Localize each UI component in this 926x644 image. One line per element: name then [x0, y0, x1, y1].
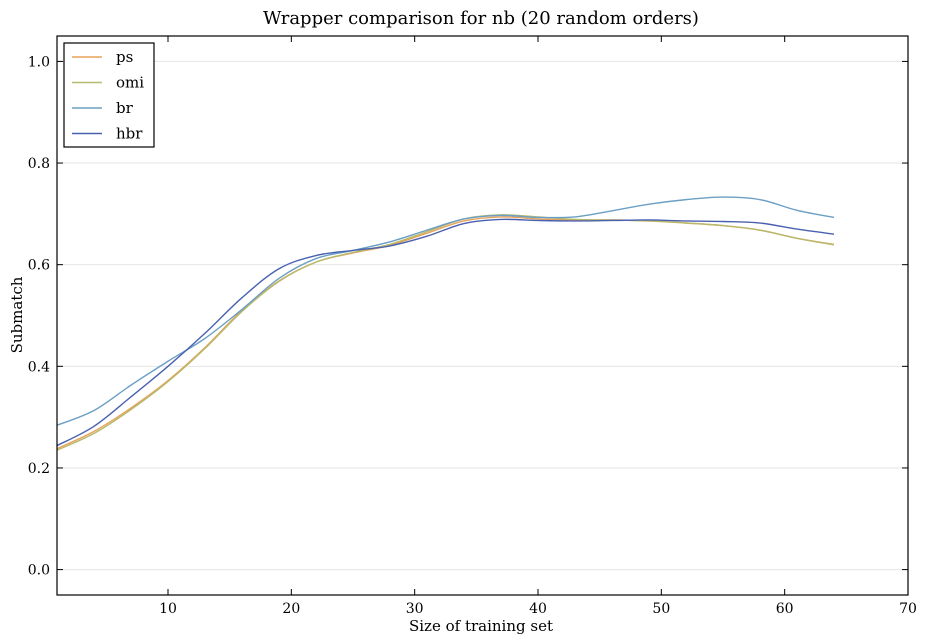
legend-label-ps: ps: [116, 48, 133, 66]
legend: ps omi br hbr: [63, 42, 155, 148]
x-tick-label: 60: [776, 601, 794, 617]
legend-box: [63, 42, 155, 148]
x-tick-label: 10: [159, 601, 177, 617]
x-axis-title: Size of training set: [409, 617, 553, 635]
x-tick-label: 70: [899, 601, 917, 617]
y-tick-label: 0.0: [28, 563, 50, 579]
y-tick-label: 0.6: [28, 258, 50, 274]
x-tick-label: 40: [529, 601, 547, 617]
chart-title: Wrapper comparison for nb (20 random ord…: [263, 8, 699, 29]
y-tick-label: 0.8: [28, 156, 50, 172]
legend-label-br: br: [116, 99, 134, 117]
series-layer: [56, 196, 835, 451]
grid: [57, 60, 908, 571]
x-tick-label: 20: [282, 601, 300, 617]
series-line-hbr: [56, 218, 835, 447]
legend-label-omi: omi: [116, 74, 144, 92]
y-tick-label: 0.4: [28, 359, 50, 375]
plot-frame: [56, 35, 909, 596]
y-axis-title: Submatch: [8, 276, 26, 353]
y-tick-label: 0.2: [28, 461, 50, 477]
x-tick-label: 30: [406, 601, 424, 617]
x-tick-label: 50: [652, 601, 670, 617]
legend-label-hbr: hbr: [116, 125, 143, 143]
ticks: 0.0 0.2 0.4 0.6 0.8 1.0 10 20 30 40 50 60 70: [28, 36, 917, 617]
y-tick-label: 1.0: [28, 54, 50, 70]
